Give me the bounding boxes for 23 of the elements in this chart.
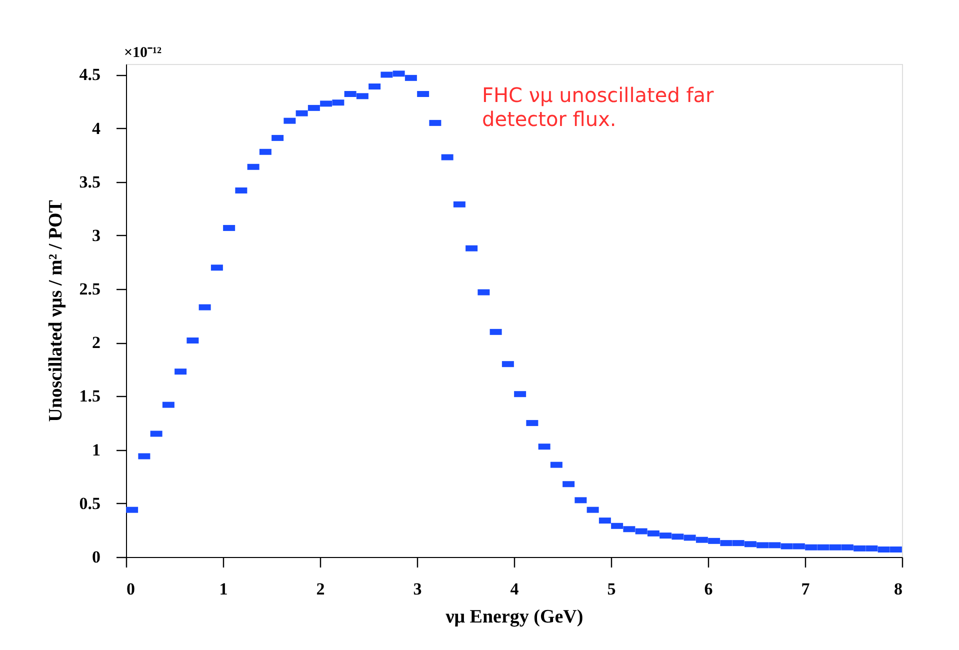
y-tick-label: 2 [92, 333, 100, 352]
y-tick-label: 0.5 [79, 494, 100, 513]
x-tick-label: 8 [894, 580, 902, 598]
x-tick-label: 7 [801, 580, 810, 598]
y-tick-label: 0 [92, 548, 100, 566]
x-tick-label: 0 [126, 580, 135, 598]
text: ×10⁻¹² [124, 45, 162, 61]
y-tick-label: 3 [92, 226, 100, 245]
x-tick-label: 5 [607, 580, 616, 598]
y-tick-label: 2.5 [79, 280, 100, 299]
y-tick-label: 1 [92, 440, 100, 460]
y-tick-label: 4 [92, 118, 101, 138]
y-tick-label: 4.5 [79, 65, 100, 84]
y-tick-label: 1.5 [79, 386, 100, 406]
x-tick-label: 6 [704, 580, 713, 598]
y-axis-title: Unoscillated νμs / m² / POT [45, 200, 66, 422]
x-tick-label: 1 [219, 580, 228, 598]
x-tick-label: 3 [413, 580, 422, 598]
annotation: FHC νμ unoscillated far detector flux. [482, 83, 715, 131]
y-tick-label: 3.5 [79, 172, 100, 192]
x-tick-label: 4 [510, 580, 520, 598]
x-axis-title: νμ Energy (GeV) [444, 606, 584, 628]
x-tick-label: 2 [316, 580, 325, 598]
